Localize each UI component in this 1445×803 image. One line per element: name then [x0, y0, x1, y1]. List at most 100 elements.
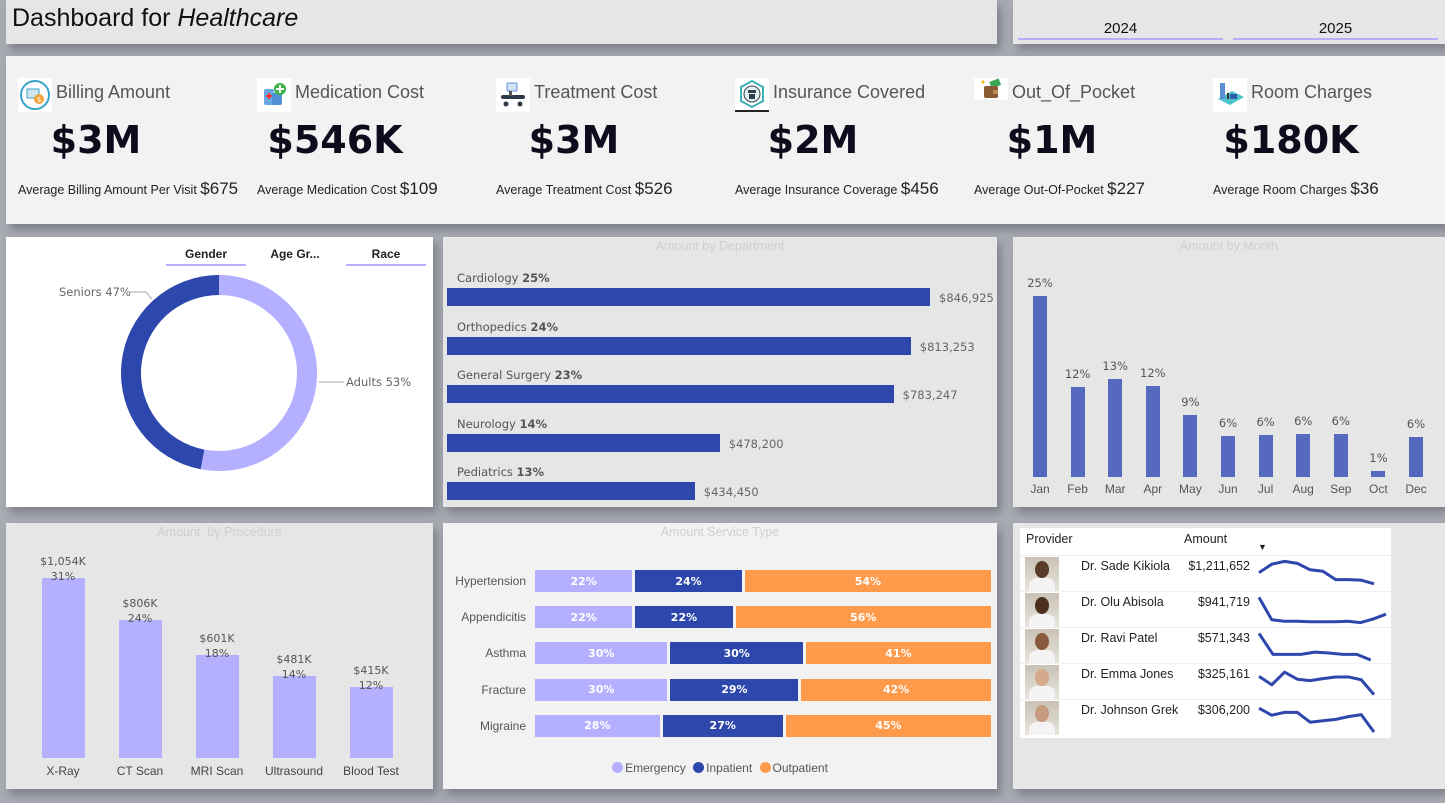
legend-dot-icon	[759, 762, 771, 773]
provider-name: Dr. Olu Abisola	[1081, 595, 1164, 609]
donut-chart	[121, 275, 344, 471]
kpi-value: $3M	[528, 118, 620, 162]
bar-amount-label: $481K	[276, 652, 312, 666]
avatar-coat	[1029, 614, 1055, 627]
percent-label: 23%	[554, 368, 583, 382]
bar-value-label: $478,200	[728, 436, 784, 451]
stacked-segment-outpatient[interactable]: 45%	[785, 714, 991, 737]
month-bar[interactable]	[1258, 435, 1273, 477]
month-bar[interactable]	[1070, 387, 1085, 477]
avatar	[1025, 701, 1059, 735]
legend-item-emergency[interactable]: Emergency	[612, 761, 686, 775]
bar-value-label: 6%	[1331, 413, 1350, 428]
kpi-average-value: $227	[1107, 179, 1145, 198]
x-axis-tick-label: Feb	[1067, 482, 1088, 496]
sparkline-chart	[1258, 670, 1376, 696]
stacked-segment-emergency[interactable]: 22%	[535, 570, 633, 592]
title-plain: Dashboard for	[12, 4, 178, 32]
stacked-segment-outpatient[interactable]: 54%	[744, 570, 991, 592]
table-row[interactable]: Dr. Emma Jones $325,161	[1020, 663, 1391, 699]
provider-table-panel: Provider Amount ▼ Dr. Sade Kikiola $1,211…	[1013, 523, 1445, 789]
bar-value-label: $813,253	[919, 339, 975, 354]
month-bar[interactable]	[1371, 470, 1386, 477]
month-bar[interactable]	[1183, 414, 1198, 477]
x-axis-tick-label: Jun	[1218, 482, 1238, 496]
procedure-bar[interactable]	[119, 620, 162, 758]
x-axis-tick-label: X-Ray	[46, 764, 80, 778]
department-bar[interactable]	[447, 385, 894, 403]
bar-category-label: Cardiology 25%	[457, 271, 550, 285]
bar-value-label: 6%	[1256, 415, 1275, 430]
tab-race[interactable]: Race	[346, 247, 426, 266]
year-2025-button[interactable]: 2025	[1233, 20, 1438, 40]
kpi-average: Average Room Charges $36	[1213, 179, 1379, 199]
month-bar[interactable]	[1296, 434, 1311, 477]
bar-value-label: $846,925	[939, 291, 994, 305]
avatar	[1025, 665, 1059, 699]
kpi-label: Out_Of_Pocket	[1012, 82, 1136, 102]
x-axis-tick-label: Oct	[1369, 482, 1388, 496]
month-bar[interactable]	[1221, 436, 1235, 477]
department-bar[interactable]	[447, 336, 911, 355]
kpi-room-charges: Room Charges $180K Average Room Charges …	[1201, 56, 1440, 224]
column-header-provider[interactable]: Provider	[1026, 532, 1073, 546]
bar-category-label: Neurology 14%	[457, 417, 547, 431]
sparkline	[1257, 596, 1387, 625]
bar-value-label: 9%	[1181, 394, 1200, 409]
y-axis-category-label: Appendicitis	[461, 610, 526, 625]
table-row[interactable]: Dr. Johnson Grek $306,200	[1020, 699, 1391, 735]
department-bar[interactable]	[447, 288, 930, 306]
department-bar[interactable]	[447, 482, 695, 500]
stacked-segment-inpatient[interactable]: 30%	[670, 642, 803, 665]
department-bar[interactable]	[447, 433, 720, 452]
stacked-segment-inpatient[interactable]: 27%	[662, 714, 783, 737]
kpi-label: Insurance Covered	[773, 82, 926, 102]
procedure-bar[interactable]	[196, 655, 239, 758]
sparkline	[1257, 632, 1372, 662]
treatment-icon	[496, 78, 530, 112]
stacked-segment-outpatient[interactable]: 42%	[801, 678, 991, 701]
stacked-segment-inpatient[interactable]: 29%	[670, 678, 799, 701]
sort-descending-icon[interactable]: ▼	[1258, 542, 1267, 552]
stacked-segment-outpatient[interactable]: 41%	[805, 642, 991, 665]
donut-slice-seniors[interactable]	[121, 275, 219, 470]
avatar-coat	[1029, 722, 1055, 735]
procedure-bar[interactable]	[350, 687, 393, 758]
stacked-segment-outpatient[interactable]: 56%	[735, 606, 991, 629]
column-header-amount[interactable]: Amount	[1184, 532, 1228, 546]
stacked-segment-inpatient[interactable]: 22%	[635, 606, 733, 629]
year-2024-button[interactable]: 2024	[1018, 20, 1223, 40]
y-axis-category-label: Migraine	[479, 718, 526, 733]
x-axis-tick-label: Dec	[1405, 482, 1427, 496]
provider-amount: $306,200	[1197, 703, 1250, 717]
tab-gender[interactable]: Gender	[166, 247, 246, 266]
month-bar[interactable]	[1333, 433, 1348, 477]
stacked-segment-inpatient[interactable]: 24%	[635, 570, 742, 592]
stacked-segment-emergency[interactable]: 28%	[535, 714, 660, 737]
tab-age-group[interactable]: Age Gr...	[270, 247, 320, 261]
month-bar[interactable]	[1409, 437, 1423, 477]
kpi-billing-amount: $ Billing Amount $3M Average Billing Amo…	[6, 56, 245, 224]
month-bar[interactable]	[1145, 385, 1160, 477]
bar-value-label: 25%	[1027, 276, 1053, 290]
legend-item-inpatient[interactable]: Inpatient	[693, 761, 752, 775]
sparkline-chart	[1258, 706, 1376, 733]
month-bar[interactable]	[1108, 379, 1123, 477]
procedure-bar[interactable]	[273, 675, 316, 758]
bar-percent-label: 14%	[281, 667, 307, 681]
stacked-segment-emergency[interactable]: 30%	[535, 642, 668, 665]
month-bar[interactable]	[1033, 296, 1047, 477]
stacked-segment-emergency[interactable]: 22%	[535, 606, 633, 629]
table-row[interactable]: Dr. Olu Abisola $941,719	[1020, 591, 1391, 627]
legend-item-outpatient[interactable]: Outpatient	[759, 761, 828, 775]
table-row[interactable]: Dr. Ravi Patel $571,343	[1020, 627, 1391, 663]
donut-slice-adults[interactable]	[200, 275, 318, 471]
kpi-label: Medication Cost	[295, 82, 425, 102]
stacked-segment-emergency[interactable]: 30%	[535, 678, 668, 701]
avatar-head	[1035, 597, 1049, 614]
bar-value-label: $783,247	[902, 388, 958, 402]
table-row[interactable]: Dr. Sade Kikiola $1,211,652	[1020, 555, 1391, 591]
procedure-bar[interactable]	[42, 578, 85, 758]
avatar-head	[1035, 669, 1049, 686]
department-chart-panel: Amount by Department Cardiology 25% $846,…	[443, 237, 997, 507]
